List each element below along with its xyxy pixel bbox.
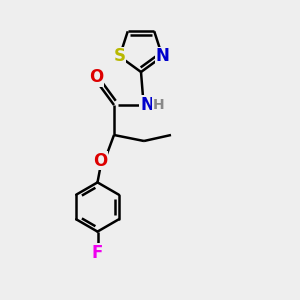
Text: N: N bbox=[155, 47, 169, 65]
Text: H: H bbox=[153, 98, 164, 112]
Text: S: S bbox=[114, 47, 126, 65]
Text: O: O bbox=[93, 152, 108, 169]
Text: O: O bbox=[89, 68, 103, 86]
Text: F: F bbox=[92, 244, 103, 262]
Text: N: N bbox=[140, 96, 154, 114]
